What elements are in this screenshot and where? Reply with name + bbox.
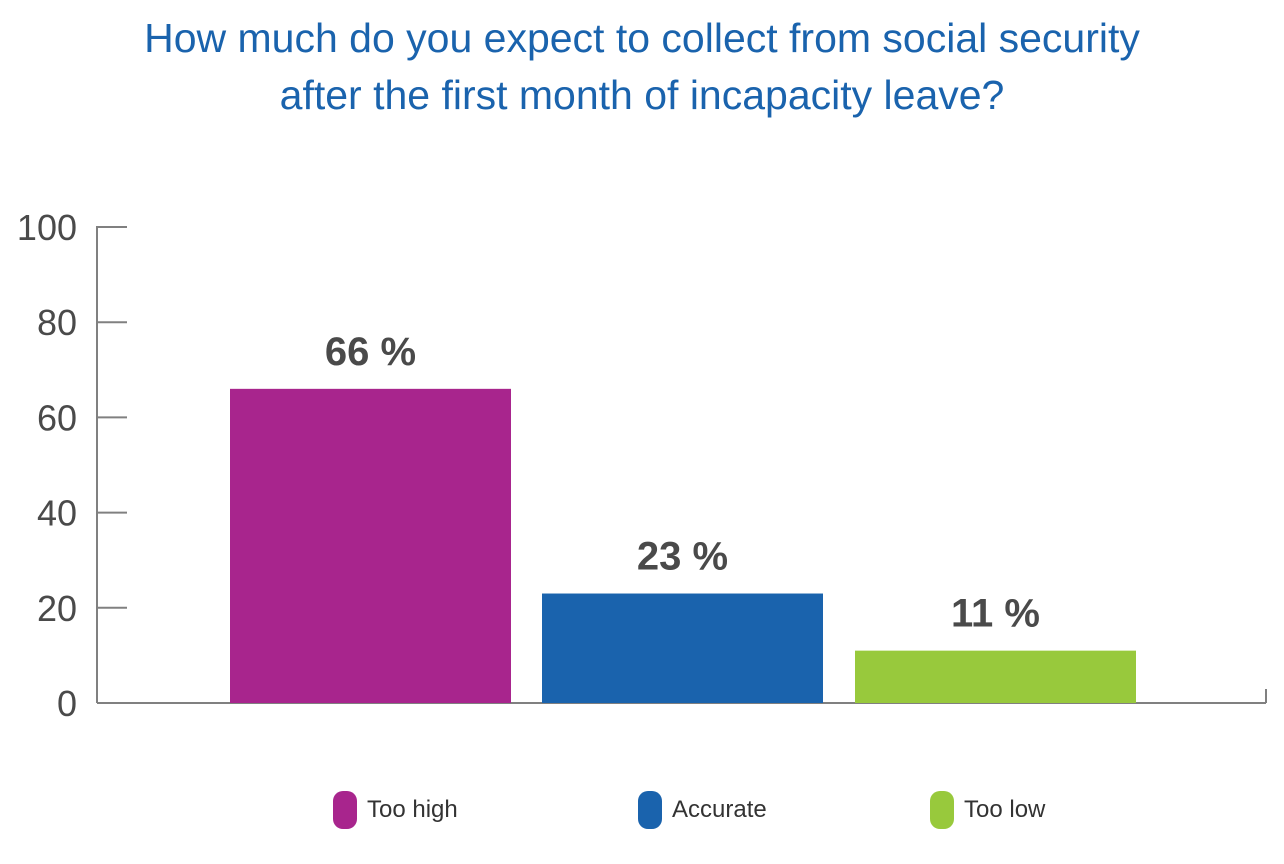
data-label-accurate: 23 % (637, 535, 728, 579)
legend-item-accurate: Accurate (638, 790, 767, 830)
legend-item-too-high: Too high (333, 790, 458, 830)
legend-swatch-too-high (333, 791, 357, 829)
legend-label-too-low: Too low (964, 796, 1046, 823)
bar-accurate (542, 593, 823, 703)
legend-swatch-accurate (638, 791, 662, 829)
data-label-too-low: 11 % (951, 592, 1040, 636)
legend-item-too-low: Too low (930, 790, 1045, 830)
chart-title: How much do you expect to collect from s… (0, 10, 1284, 124)
data-label-too-high: 66 % (325, 330, 416, 374)
bar-too-high (230, 388, 511, 703)
data-labels: 66 % 23 % 11 % (325, 330, 1040, 636)
bar-too-low (855, 650, 1136, 703)
chart-title-line-2: after the first month of incapacity leav… (279, 72, 1005, 118)
y-tick-label-100: 100 (17, 207, 77, 248)
legend: Too high Accurate Too low (0, 790, 1284, 830)
y-tick-label-80: 80 (37, 302, 77, 343)
chart-title-line-1: How much do you expect to collect from s… (144, 15, 1140, 61)
y-tick-label-60: 60 (37, 397, 77, 438)
legend-swatch-too-low (930, 791, 954, 829)
bar-chart: 0 20 40 60 80 100 66 % 23 % 11 % (17, 207, 1267, 724)
legend-label-too-high: Too high (367, 796, 458, 823)
legend-label-accurate: Accurate (672, 796, 767, 823)
y-tick-label-0: 0 (57, 683, 77, 724)
bar-series (230, 388, 1136, 703)
y-tick-label-40: 40 (37, 493, 77, 534)
y-tick-label-20: 20 (37, 588, 77, 629)
y-axis-ticks: 0 20 40 60 80 100 (17, 207, 127, 724)
